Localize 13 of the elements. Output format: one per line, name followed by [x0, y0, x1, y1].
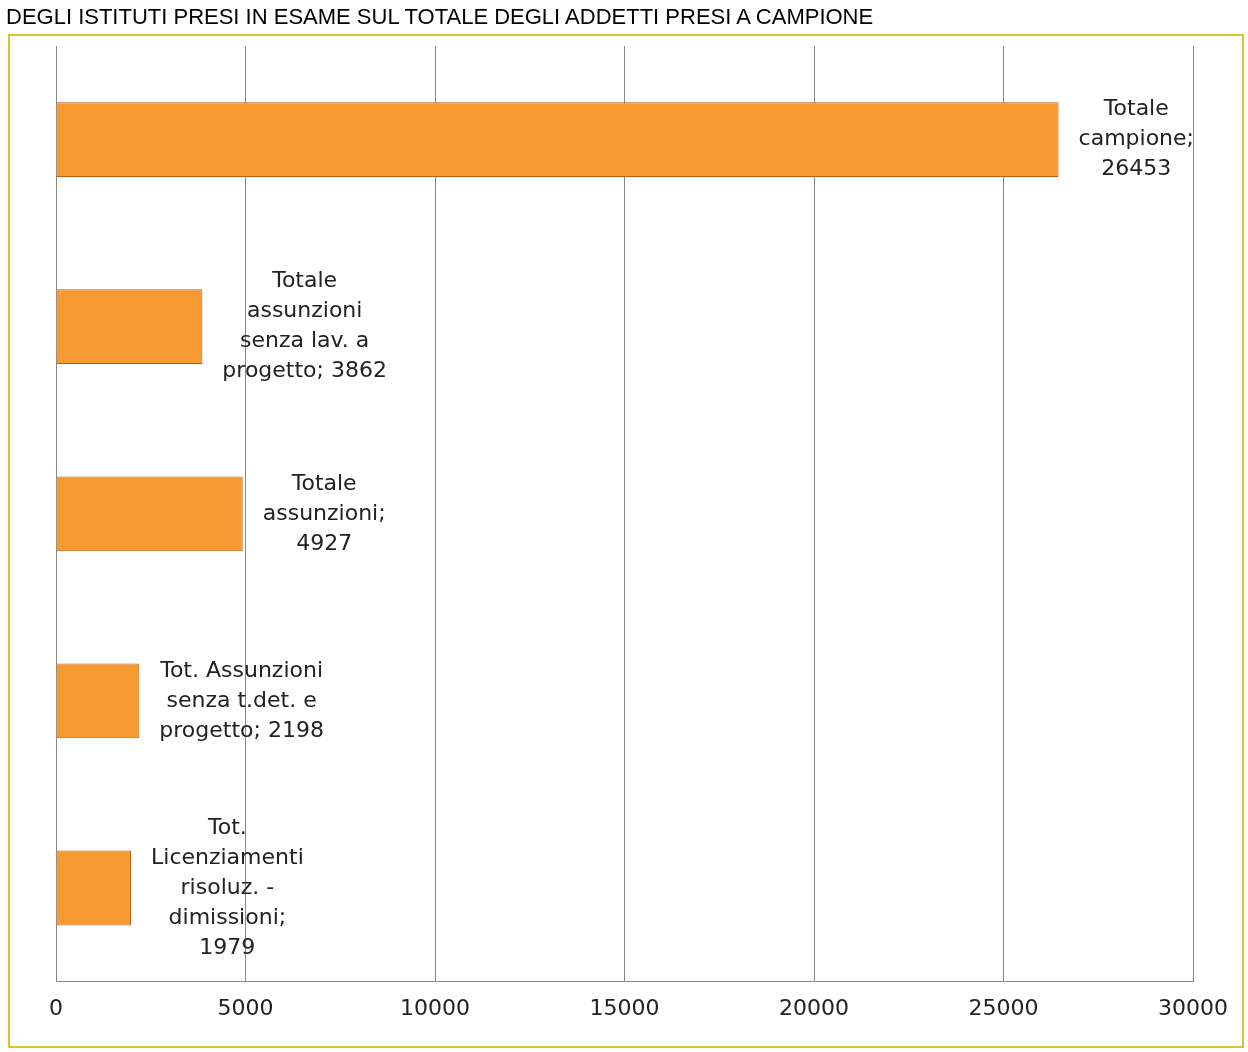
chart-title: DEGLI ISTITUTI PRESI IN ESAME SUL TOTALE DEGLI ADDETTI PRESI A CAMPIONE	[5, 3, 875, 30]
x-tick-label: 15000	[589, 994, 660, 1020]
data-label: Totale assunzioni; 4927	[262, 469, 386, 555]
x-tick-label: 20000	[779, 994, 849, 1020]
x-tick-label: 30000	[1158, 994, 1229, 1020]
x-tick-label: 25000	[968, 994, 1039, 1020]
data-label: Totale assunzioni senza lav. a progetto; 3862	[222, 267, 387, 383]
data-label: Tot. Licenziamenti risoluz. - dimissioni; 1979	[151, 813, 304, 959]
x-tick-label: 0	[49, 994, 63, 1020]
x-tick-label: 5000	[217, 994, 274, 1020]
data-label: Totale campione; 26453	[1078, 95, 1195, 181]
data-label: Tot. Assunzioni senza t.det. e progetto; 2198	[159, 656, 324, 742]
x-tick-label: 10000	[400, 994, 470, 1020]
